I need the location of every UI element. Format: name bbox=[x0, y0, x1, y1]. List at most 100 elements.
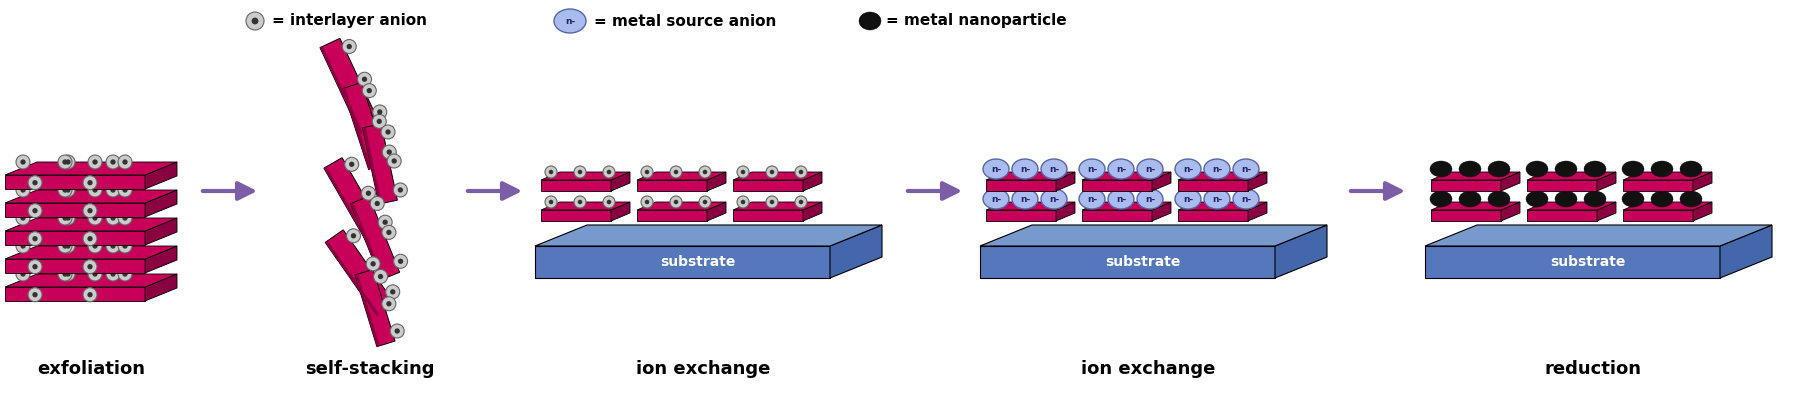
Ellipse shape bbox=[1012, 189, 1037, 209]
Circle shape bbox=[380, 125, 395, 139]
Polygon shape bbox=[324, 167, 371, 244]
Polygon shape bbox=[733, 202, 823, 210]
Ellipse shape bbox=[1176, 159, 1201, 179]
Circle shape bbox=[27, 288, 42, 302]
Polygon shape bbox=[1527, 172, 1616, 180]
Polygon shape bbox=[612, 202, 630, 221]
Circle shape bbox=[58, 211, 73, 225]
Polygon shape bbox=[1056, 172, 1076, 191]
Ellipse shape bbox=[1041, 189, 1067, 209]
Text: n-: n- bbox=[1116, 164, 1127, 173]
Circle shape bbox=[16, 211, 29, 225]
Circle shape bbox=[84, 260, 96, 274]
Ellipse shape bbox=[1205, 159, 1230, 179]
Circle shape bbox=[62, 239, 75, 253]
Ellipse shape bbox=[1622, 161, 1643, 177]
Circle shape bbox=[641, 166, 653, 178]
Circle shape bbox=[379, 274, 384, 279]
Circle shape bbox=[362, 76, 368, 82]
Ellipse shape bbox=[1138, 159, 1163, 179]
Circle shape bbox=[395, 328, 400, 334]
Circle shape bbox=[16, 155, 29, 169]
Circle shape bbox=[111, 187, 116, 193]
Circle shape bbox=[62, 187, 67, 193]
Polygon shape bbox=[1152, 172, 1170, 191]
Circle shape bbox=[371, 261, 375, 267]
Polygon shape bbox=[146, 162, 177, 189]
Ellipse shape bbox=[1680, 161, 1702, 177]
Circle shape bbox=[93, 159, 98, 165]
Polygon shape bbox=[1083, 172, 1170, 180]
Circle shape bbox=[386, 285, 400, 299]
Ellipse shape bbox=[1079, 159, 1105, 179]
Text: n-: n- bbox=[1048, 194, 1059, 204]
Polygon shape bbox=[351, 203, 384, 280]
Circle shape bbox=[369, 196, 384, 211]
Polygon shape bbox=[1083, 202, 1170, 210]
Ellipse shape bbox=[1176, 189, 1201, 209]
Polygon shape bbox=[5, 203, 146, 217]
Ellipse shape bbox=[1431, 161, 1452, 177]
Circle shape bbox=[33, 236, 38, 241]
Polygon shape bbox=[1527, 210, 1596, 221]
Circle shape bbox=[93, 187, 98, 193]
Polygon shape bbox=[1178, 210, 1249, 221]
Polygon shape bbox=[733, 172, 823, 180]
Polygon shape bbox=[5, 218, 177, 231]
Polygon shape bbox=[1178, 202, 1267, 210]
Polygon shape bbox=[1720, 225, 1773, 278]
Circle shape bbox=[375, 201, 380, 206]
Circle shape bbox=[66, 271, 71, 277]
Circle shape bbox=[795, 166, 806, 178]
Polygon shape bbox=[541, 202, 630, 210]
Circle shape bbox=[366, 88, 371, 93]
Ellipse shape bbox=[1012, 159, 1037, 179]
Circle shape bbox=[27, 260, 42, 274]
Text: n-: n- bbox=[1019, 164, 1030, 173]
Circle shape bbox=[87, 180, 93, 185]
Circle shape bbox=[770, 170, 774, 174]
Circle shape bbox=[106, 211, 120, 225]
Circle shape bbox=[737, 196, 750, 208]
Circle shape bbox=[382, 145, 397, 159]
Circle shape bbox=[122, 271, 127, 277]
Circle shape bbox=[58, 239, 73, 253]
Polygon shape bbox=[1178, 180, 1249, 191]
Ellipse shape bbox=[1583, 191, 1605, 207]
Text: n-: n- bbox=[990, 194, 1001, 204]
Circle shape bbox=[20, 215, 25, 221]
Circle shape bbox=[373, 270, 388, 284]
Text: ion exchange: ion exchange bbox=[1081, 360, 1216, 378]
Text: n-: n- bbox=[1183, 194, 1194, 204]
Polygon shape bbox=[146, 218, 177, 245]
Polygon shape bbox=[637, 202, 726, 210]
Circle shape bbox=[357, 72, 371, 86]
Text: n-: n- bbox=[1212, 164, 1221, 173]
Ellipse shape bbox=[553, 9, 586, 33]
Ellipse shape bbox=[1460, 161, 1481, 177]
Circle shape bbox=[87, 267, 102, 281]
Circle shape bbox=[16, 239, 29, 253]
Text: n-: n- bbox=[564, 17, 575, 25]
Circle shape bbox=[118, 239, 133, 253]
Text: n-: n- bbox=[1145, 164, 1156, 173]
Circle shape bbox=[644, 170, 650, 174]
Circle shape bbox=[87, 155, 102, 169]
Ellipse shape bbox=[1622, 191, 1643, 207]
Circle shape bbox=[577, 170, 582, 174]
Circle shape bbox=[388, 154, 400, 168]
Text: n-: n- bbox=[1241, 164, 1250, 173]
Text: n-: n- bbox=[1241, 194, 1250, 204]
Circle shape bbox=[386, 149, 391, 155]
Circle shape bbox=[548, 200, 553, 204]
Circle shape bbox=[373, 105, 388, 119]
Circle shape bbox=[373, 114, 386, 128]
Polygon shape bbox=[1249, 202, 1267, 221]
Circle shape bbox=[66, 243, 71, 249]
Polygon shape bbox=[1693, 202, 1713, 221]
Circle shape bbox=[670, 166, 682, 178]
Circle shape bbox=[106, 239, 120, 253]
Polygon shape bbox=[1431, 202, 1520, 210]
Text: n-: n- bbox=[1048, 164, 1059, 173]
Polygon shape bbox=[706, 172, 726, 191]
